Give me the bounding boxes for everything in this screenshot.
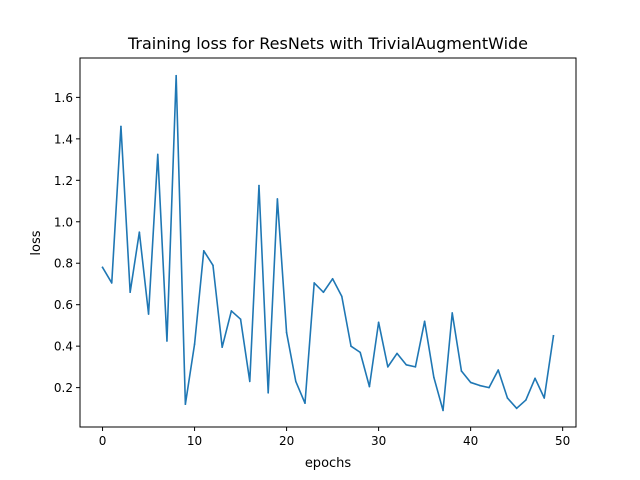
data-point — [341, 295, 343, 298]
plot-area — [80, 58, 576, 427]
data-point — [248, 380, 251, 383]
data-point — [469, 381, 472, 384]
data-point — [322, 291, 325, 294]
data-point — [331, 277, 334, 280]
data-point — [294, 380, 297, 383]
data-point — [488, 386, 490, 389]
y-tick-label: 1.6 — [54, 91, 73, 105]
data-point — [313, 282, 316, 284]
y-axis-label: loss — [29, 230, 44, 255]
data-point — [221, 346, 223, 348]
data-point — [423, 320, 426, 323]
data-point — [368, 385, 371, 388]
data-point — [543, 397, 546, 399]
data-point — [138, 231, 141, 233]
data-point — [350, 345, 352, 347]
data-point — [387, 366, 389, 368]
data-point — [156, 153, 159, 156]
data-point — [304, 402, 306, 404]
data-point — [166, 340, 168, 342]
data-point — [193, 343, 196, 345]
data-point — [285, 331, 288, 334]
data-point — [147, 313, 150, 315]
x-tick-label: 20 — [279, 434, 294, 448]
x-tick-label: 30 — [371, 434, 386, 448]
data-point — [479, 384, 481, 387]
data-point — [534, 377, 536, 380]
data-point — [359, 351, 362, 354]
y-tick-label: 0.2 — [54, 381, 73, 395]
data-point — [120, 125, 122, 128]
data-point — [258, 184, 260, 187]
x-tick-label: 50 — [555, 434, 570, 448]
data-point — [184, 403, 187, 406]
data-point — [405, 364, 408, 366]
x-axis-label: epochs — [305, 456, 352, 471]
data-point — [110, 282, 113, 284]
data-point — [460, 370, 463, 372]
data-point — [101, 266, 104, 269]
data-point — [202, 249, 205, 252]
x-tick-label: 10 — [187, 434, 202, 448]
data-point — [175, 74, 177, 77]
y-tick-label: 1.4 — [54, 132, 73, 146]
data-point — [433, 376, 435, 379]
data-point — [451, 312, 454, 314]
y-tick-label: 0.8 — [54, 257, 73, 271]
data-point — [442, 409, 444, 412]
series-layer — [101, 74, 555, 412]
data-point — [212, 264, 214, 267]
plot-frame — [79, 57, 577, 428]
data-point — [396, 352, 398, 355]
data-point — [129, 291, 131, 294]
data-point — [377, 321, 380, 324]
data-point — [497, 369, 500, 371]
x-tick-label: 40 — [463, 434, 478, 448]
data-point — [525, 399, 527, 401]
data-point — [414, 366, 417, 368]
y-tick-label: 0.6 — [54, 298, 73, 312]
data-point — [515, 407, 518, 410]
y-tick-label: 1.0 — [54, 215, 73, 229]
data-point — [239, 318, 242, 321]
x-tick-label: 0 — [99, 434, 107, 448]
data-point — [506, 397, 509, 399]
data-point — [552, 334, 555, 337]
data-point — [276, 198, 279, 200]
series-line — [101, 74, 555, 412]
y-axis: 0.2 0.4 0.6 0.8 1.0 1.2 1.4 1.6 — [54, 91, 80, 395]
x-axis: 0 10 20 30 40 50 — [99, 427, 570, 448]
y-tick-label: 1.2 — [54, 174, 73, 188]
y-tick-label: 0.4 — [54, 340, 73, 354]
chart-title: Training loss for ResNets with TrivialAu… — [127, 34, 528, 53]
data-point — [267, 391, 269, 394]
data-point — [230, 310, 233, 312]
